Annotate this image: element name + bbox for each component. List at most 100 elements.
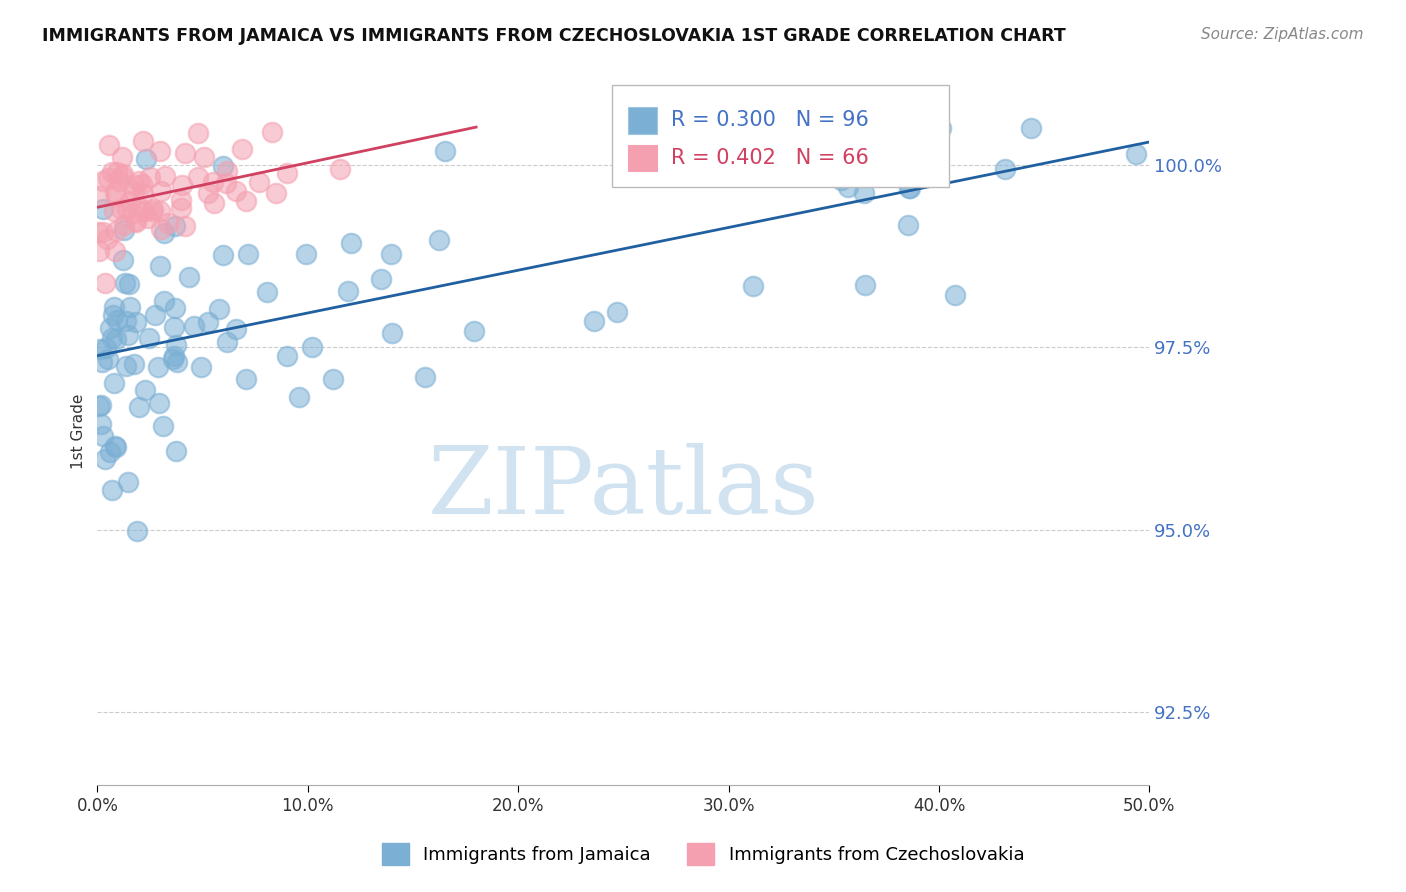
Point bbox=[166, 355, 188, 369]
Point bbox=[89, 343, 111, 357]
Point bbox=[103, 204, 125, 219]
Point bbox=[122, 178, 145, 192]
Point bbox=[165, 338, 187, 352]
Point bbox=[117, 327, 139, 342]
Point bbox=[256, 285, 278, 299]
Point bbox=[1019, 121, 1042, 136]
Point bbox=[120, 194, 142, 208]
Point bbox=[97, 352, 120, 367]
Point bbox=[215, 334, 238, 349]
Point bbox=[170, 178, 193, 192]
Point bbox=[236, 247, 259, 261]
Point bbox=[108, 174, 131, 188]
Y-axis label: 1st Grade: 1st Grade bbox=[72, 393, 86, 469]
Point bbox=[163, 319, 186, 334]
Point bbox=[104, 188, 127, 202]
Point bbox=[124, 357, 146, 371]
Text: Source: ZipAtlas.com: Source: ZipAtlas.com bbox=[1201, 27, 1364, 42]
Point bbox=[169, 202, 191, 216]
Point bbox=[994, 161, 1017, 176]
Point bbox=[131, 177, 153, 191]
Point bbox=[170, 193, 193, 207]
Point bbox=[143, 308, 166, 322]
Point bbox=[114, 276, 136, 290]
Point bbox=[204, 196, 226, 211]
Point bbox=[132, 134, 155, 148]
Point bbox=[103, 376, 125, 390]
Point bbox=[260, 125, 283, 139]
Point bbox=[90, 417, 112, 431]
Point bbox=[897, 181, 920, 195]
Point bbox=[94, 276, 117, 290]
Point bbox=[142, 202, 165, 216]
Point bbox=[339, 236, 361, 251]
Point bbox=[247, 175, 270, 189]
Point bbox=[225, 184, 247, 198]
Point bbox=[149, 144, 172, 158]
Point bbox=[381, 326, 404, 340]
Point bbox=[117, 475, 139, 489]
Point bbox=[125, 215, 148, 229]
Point bbox=[97, 171, 120, 186]
Legend: Immigrants from Jamaica, Immigrants from Czechoslovakia: Immigrants from Jamaica, Immigrants from… bbox=[373, 834, 1033, 874]
Point bbox=[173, 145, 195, 160]
Point bbox=[101, 308, 124, 322]
Point bbox=[163, 219, 186, 233]
Point bbox=[149, 259, 172, 273]
Point bbox=[104, 185, 127, 199]
Point bbox=[231, 142, 253, 156]
Point bbox=[111, 151, 134, 165]
Point bbox=[111, 252, 134, 267]
Point bbox=[212, 159, 235, 173]
Point bbox=[898, 180, 921, 194]
Point bbox=[135, 152, 157, 166]
Point bbox=[91, 174, 114, 188]
Point bbox=[91, 355, 114, 369]
Point bbox=[163, 349, 186, 363]
Point bbox=[112, 222, 135, 236]
Point bbox=[322, 371, 344, 385]
Point bbox=[105, 440, 128, 454]
Point bbox=[141, 203, 163, 218]
Point bbox=[370, 272, 392, 286]
Point bbox=[94, 452, 117, 467]
Point bbox=[146, 360, 169, 375]
Point bbox=[149, 203, 172, 218]
Point bbox=[165, 443, 187, 458]
Point bbox=[136, 211, 159, 226]
Point bbox=[429, 233, 451, 247]
Point bbox=[103, 300, 125, 314]
Point bbox=[134, 383, 156, 397]
Point bbox=[125, 524, 148, 539]
Point bbox=[197, 315, 219, 329]
Point bbox=[124, 214, 146, 228]
Point bbox=[97, 138, 120, 153]
Point bbox=[212, 248, 235, 262]
Point bbox=[94, 341, 117, 355]
Point bbox=[676, 121, 699, 136]
Point bbox=[104, 244, 127, 258]
Point bbox=[215, 163, 238, 178]
Point bbox=[91, 225, 114, 239]
Point bbox=[197, 186, 219, 200]
Point bbox=[87, 225, 110, 239]
Point bbox=[190, 360, 212, 375]
Point bbox=[150, 222, 173, 236]
Point bbox=[107, 313, 129, 327]
Point bbox=[89, 244, 111, 258]
Point bbox=[264, 186, 287, 201]
Point bbox=[742, 278, 765, 293]
Point bbox=[336, 284, 359, 298]
Point bbox=[235, 371, 257, 385]
Point bbox=[139, 169, 162, 184]
Point bbox=[129, 201, 152, 215]
Point bbox=[208, 302, 231, 317]
Point bbox=[125, 314, 148, 328]
Point bbox=[153, 294, 176, 309]
Point bbox=[897, 218, 920, 232]
Point bbox=[183, 319, 205, 334]
Point bbox=[193, 150, 215, 164]
Point bbox=[463, 325, 485, 339]
Point bbox=[162, 352, 184, 367]
Text: R = 0.402   N = 66: R = 0.402 N = 66 bbox=[671, 148, 869, 168]
